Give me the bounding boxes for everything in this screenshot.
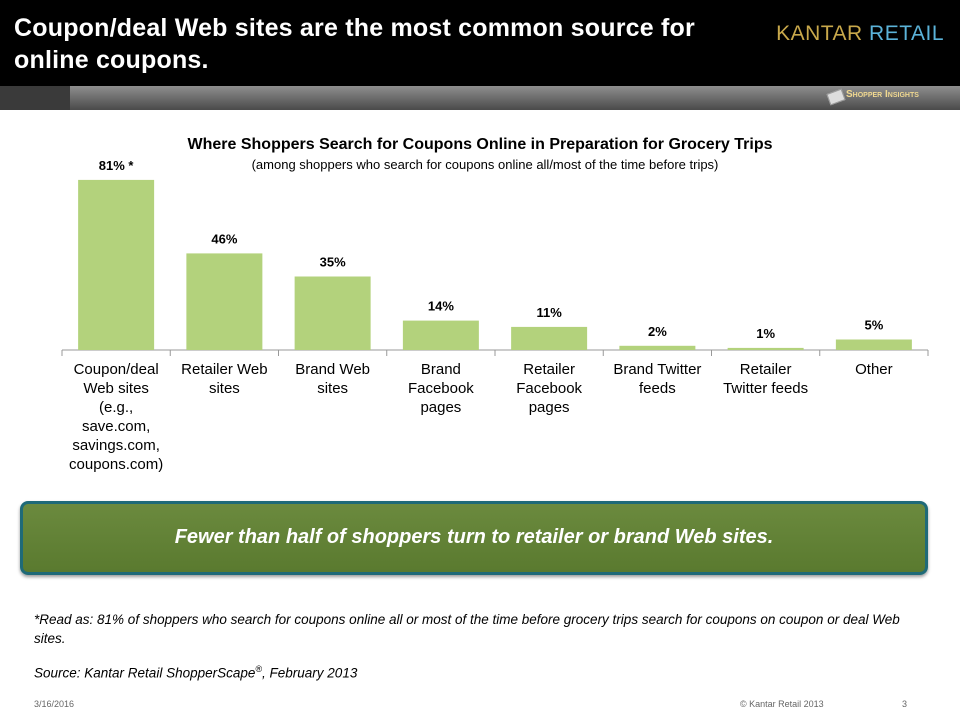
category-label-1: Coupon/deal Web sites (e.g., save.com, savin…	[69, 361, 163, 473]
bar-5	[511, 326, 588, 350]
category-label-6: Brand Twitter feeds	[613, 361, 701, 397]
category-label-line: savings.com,	[72, 437, 160, 454]
slide-header: Coupon/deal Web sites are the most commo…	[0, 0, 960, 86]
data-label-6: 2%	[648, 324, 667, 339]
category-label-4: Brand Facebook pages	[408, 361, 474, 416]
category-label-3: Brand Web sites	[295, 361, 370, 397]
slide-title: Coupon/deal Web sites are the most commo…	[14, 14, 695, 74]
chart-subtitle: (among shoppers who search for coupons o…	[251, 157, 719, 172]
chart-title: Where Shoppers Search for Coupons Online…	[187, 136, 773, 153]
source-suffix: , February 2013	[262, 665, 358, 681]
category-label-line: sites	[317, 380, 348, 397]
bar-8	[835, 339, 912, 350]
category-label-line: Brand Twitter	[613, 361, 701, 378]
footer-date: 3/16/2016	[34, 699, 75, 709]
data-label-2: 46%	[211, 231, 237, 246]
bar-3	[294, 276, 371, 350]
callout-text: Fewer than half of shoppers turn to reta…	[174, 526, 774, 548]
bar-1	[78, 179, 155, 350]
registered-mark: ®	[255, 664, 263, 674]
logo-retail: RETAIL	[869, 22, 944, 45]
category-label-line: Facebook	[516, 380, 582, 397]
header-subbar-accent	[0, 86, 70, 110]
category-label-line: pages	[420, 399, 461, 416]
category-label-2: Retailer Web sites	[181, 361, 267, 397]
bar-chart: 81% * Coupon/deal Web sites (e.g., save.com,…	[61, 158, 929, 473]
category-label-line: Retailer	[523, 361, 575, 378]
category-label-line: sites	[209, 380, 240, 397]
shopper-insights-badge: Shopper Insights	[826, 88, 936, 106]
category-label-line: (e.g.,	[99, 399, 133, 416]
shopper-insights-text: Shopper Insights	[846, 89, 919, 100]
footnote: *Read as: 81% of shoppers who search for…	[34, 612, 900, 646]
data-label-7: 1%	[756, 326, 775, 341]
callout-box: Fewer than half of shoppers turn to reta…	[20, 501, 928, 575]
category-label-line: coupons.com)	[69, 456, 163, 473]
data-label-4: 14%	[428, 299, 454, 314]
footer-page-number: 3	[902, 699, 908, 709]
category-label-line: Web sites	[83, 380, 149, 397]
source-note: Source: Kantar Retail ShopperScape®, Feb…	[34, 664, 357, 681]
data-label-3: 35%	[320, 255, 346, 270]
category-label-line: Retailer Web	[181, 361, 267, 378]
bar-7	[727, 347, 804, 350]
category-label-line: Brand Web	[295, 361, 370, 378]
category-label-line: pages	[529, 399, 570, 416]
footer-copyright: © Kantar Retail 2013	[740, 699, 824, 709]
category-label-line: feeds	[639, 380, 676, 397]
category-label-line: Other	[855, 361, 893, 378]
source-text: Source: Kantar Retail ShopperScape	[34, 665, 256, 681]
data-label-1: 81% *	[99, 158, 135, 173]
category-label-line: Brand	[421, 361, 461, 378]
category-label-line: Coupon/deal	[74, 361, 159, 378]
category-label-line: save.com,	[82, 418, 150, 435]
category-label-line: Retailer	[740, 361, 792, 378]
bar-6	[619, 345, 696, 350]
bar-2	[186, 253, 263, 350]
category-label-8: Other	[855, 361, 893, 378]
category-label-line: Facebook	[408, 380, 474, 397]
kantar-retail-logo: KANTAR RETAIL	[776, 22, 944, 46]
category-label-7: Retailer Twitter feeds	[723, 361, 808, 397]
category-label-line: Twitter feeds	[723, 380, 808, 397]
logo-kantar: KANTAR	[776, 22, 863, 45]
header-subbar	[0, 86, 960, 110]
category-label-5: Retailer Facebook pages	[516, 361, 582, 416]
data-label-5: 11%	[536, 305, 562, 320]
bar-4	[402, 320, 479, 350]
data-label-8: 5%	[864, 318, 883, 333]
